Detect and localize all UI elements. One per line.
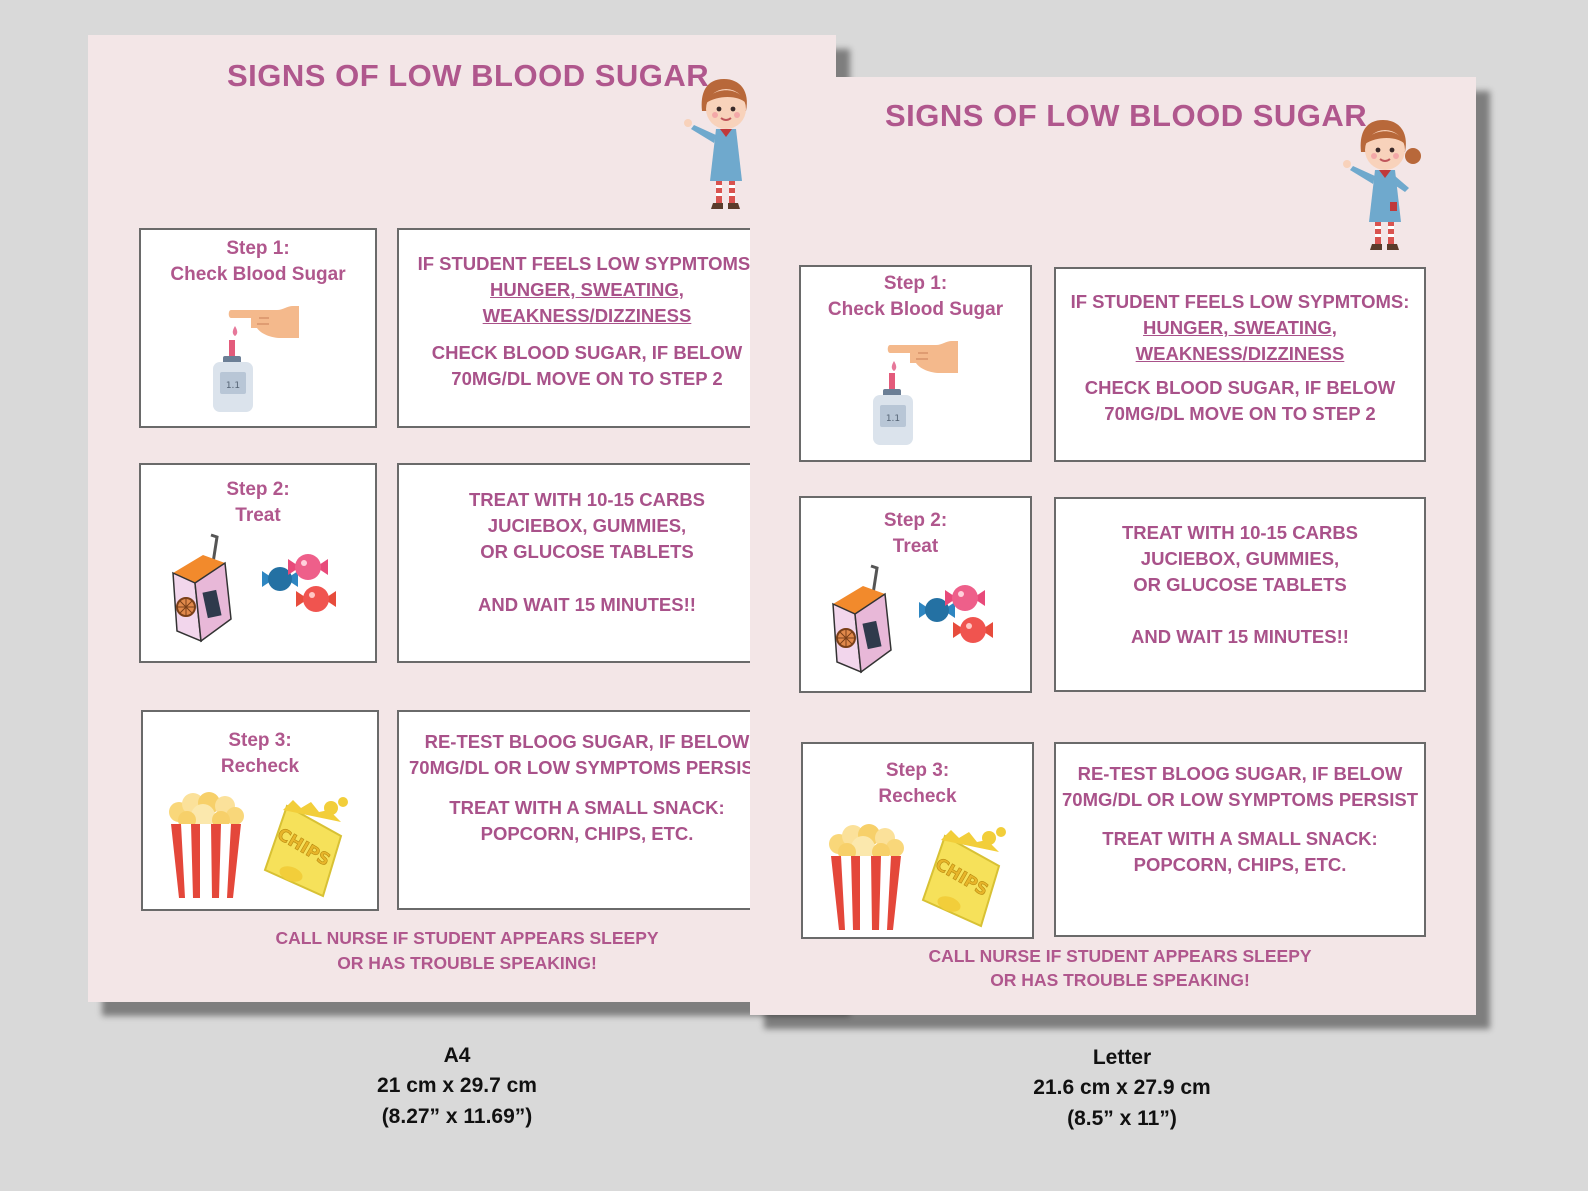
girl-pointing-icon [1343,120,1421,250]
letter-size-name: Letter [1092,1046,1152,1069]
step-1-info-line-5: 70MG/DL MOVE ON TO STEP 2 [1104,403,1376,424]
chips-bag-icon: CHIPS [921,827,1006,928]
step-2-card: Step 2: Treat [139,463,377,663]
step-1-info-line-4: CHECK BLOOD SUGAR, IF BELOW [431,342,743,363]
step-3-info-card: RE-TEST BLOOG SUGAR, IF BELOW 70MG/DL OR… [1054,742,1426,937]
step-2-info-card: TREAT WITH 10-15 CARBS JUCIEBOX, GUMMIES… [1054,497,1426,692]
glucose-meter-icon: 1.1 [873,373,913,445]
step-1-info-line-1: IF STUDENT FEELS LOW SYPMTOMS: [417,253,750,274]
page-title: SIGNS OF LOW BLOOD SUGAR [227,58,710,93]
step-3-number: Step 3: [228,730,292,751]
finger-prick-icon [887,341,958,373]
step-2-card: Step 2: Treat [799,496,1032,693]
step-3-info-line-1: RE-TEST BLOOG SUGAR, IF BELOW [1077,763,1403,784]
step-3-card: Step 3: Recheck CHIPS [801,742,1034,939]
a4-size-imperial: (8.27” x 11.69”) [381,1105,533,1128]
step-2-info-line-1: TREAT WITH 10-15 CARBS [1121,522,1359,543]
a4-sheet: SIGNS OF LOW BLOOD SUGAR [88,35,836,1002]
step-1-info-line-5: 70MG/DL MOVE ON TO STEP 2 [451,368,723,389]
step-2-number: Step 2: [883,510,948,531]
step-1-number: Step 1: [883,273,948,294]
step-3-title: Recheck [878,786,957,807]
step-2-info-line-4: AND WAIT 15 MINUTES!! [478,594,696,615]
step-2-title: Treat [235,505,281,526]
letter-size-metric: 21.6 cm x 27.9 cm [1033,1076,1211,1099]
step-2-info-line-3: OR GLUCOSE TABLETS [1133,574,1347,595]
juice-box-icon [172,533,232,643]
letter-sheet: SIGNS OF LOW BLOOD SUGAR Step 1: Check B… [750,77,1476,1015]
step-2-info-line-2: JUCIEBOX, GUMMIES, [1140,548,1340,569]
svg-text:1.1: 1.1 [886,414,900,424]
a4-sheet-content: SIGNS OF LOW BLOOD SUGAR [88,35,750,1002]
step-2-info-line-4: AND WAIT 15 MINUTES!! [1131,626,1349,647]
step-1-info-line-3: WEAKNESS/DIZZINESS [482,305,692,326]
glucose-meter-icon: 1.1 [213,340,253,412]
step-1-info-line-1: IF STUDENT FEELS LOW SYPMTOMS: [1070,291,1410,312]
popcorn-icon [169,792,244,898]
step-2-number: Step 2: [226,479,290,500]
step-2-title: Treat [892,536,939,557]
juice-box-icon [832,564,892,674]
step-1-title: Check Blood Sugar [170,264,346,285]
footer-line-1: CALL NURSE IF STUDENT APPEARS SLEEPY [275,928,659,948]
page-title: SIGNS OF LOW BLOOD SUGAR [885,98,1368,133]
girl-pointing-icon [684,79,747,209]
candy-icon [262,554,336,612]
step-3-info-line-2: 70MG/DL OR LOW SYMPTOMS PERSIST [409,757,750,778]
step-1-info-line-4: CHECK BLOOD SUGAR, IF BELOW [1084,377,1396,398]
step-1-info-line-2: HUNGER, SWEATING, [490,279,684,300]
a4-sheet-visible-area: SIGNS OF LOW BLOOD SUGAR [88,35,750,1002]
step-1-card: Step 1: Check Blood Sugar 1.1 [139,228,377,428]
footer-line-2: OR HAS TROUBLE SPEAKING! [337,953,597,973]
svg-text:1.1: 1.1 [226,381,240,391]
step-3-title: Recheck [220,756,300,777]
step-1-info-line-2: HUNGER, SWEATING, [1143,317,1337,338]
step-2-info-line-1: TREAT WITH 10-15 CARBS [468,489,706,510]
step-2-info-line-2: JUCIEBOX, GUMMIES, [487,515,687,536]
popcorn-icon [829,824,904,930]
step-3-info-line-4: POPCORN, CHIPS, ETC. [1133,854,1347,875]
step-1-title: Check Blood Sugar [827,299,1004,320]
step-3-info-line-4: POPCORN, CHIPS, ETC. [480,823,694,844]
a4-size-name: A4 [443,1044,471,1067]
footer-line-1: CALL NURSE IF STUDENT APPEARS SLEEPY [928,946,1312,966]
step-1-info-card: IF STUDENT FEELS LOW SYPMTOMS: HUNGER, S… [397,228,750,428]
step-3-info-line-2: 70MG/DL OR LOW SYMPTOMS PERSIST [1062,789,1418,810]
a4-size-metric: 21 cm x 29.7 cm [377,1074,537,1097]
step-3-card: Step 3: Recheck CHIPS [141,710,379,911]
step-1-card: Step 1: Check Blood Sugar 1.1 [799,265,1032,462]
step-3-info-card: RE-TEST BLOOG SUGAR, IF BELOW 70MG/DL OR… [397,710,750,910]
step-1-number: Step 1: [226,238,290,259]
step-3-info-line-1: RE-TEST BLOOG SUGAR, IF BELOW [424,731,750,752]
step-2-info-line-3: OR GLUCOSE TABLETS [480,541,694,562]
finger-prick-icon [228,306,299,338]
step-3-info-line-3: TREAT WITH A SMALL SNACK: [449,797,725,818]
footer-line-2: OR HAS TROUBLE SPEAKING! [990,970,1250,990]
step-3-info-line-3: TREAT WITH A SMALL SNACK: [1102,828,1378,849]
step-1-info-card: IF STUDENT FEELS LOW SYPMTOMS: HUNGER, S… [1054,267,1426,462]
step-3-number: Step 3: [885,760,950,781]
chips-bag-icon: CHIPS [263,797,348,898]
step-1-info-line-3: WEAKNESS/DIZZINESS [1135,343,1345,364]
step-2-info-card: TREAT WITH 10-15 CARBS JUCIEBOX, GUMMIES… [397,463,750,663]
letter-size-imperial: (8.5” x 11”) [1067,1107,1177,1130]
candy-icon [919,585,993,643]
